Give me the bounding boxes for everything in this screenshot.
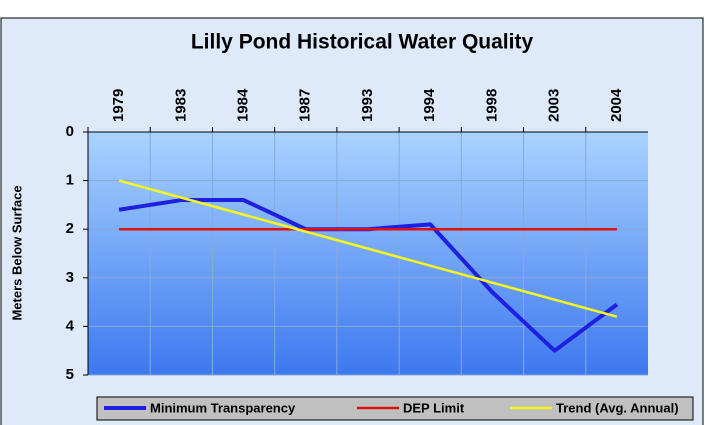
legend-label: Minimum Transparency (150, 400, 296, 415)
y-tick-label: 4 (66, 317, 75, 334)
legend-label: Trend (Avg. Annual) (556, 400, 679, 415)
y-tick-label: 1 (66, 172, 74, 189)
x-tick-label: 1984 (235, 88, 252, 122)
chart-title: Lilly Pond Historical Water Quality (191, 31, 534, 54)
y-tick-label: 0 (66, 123, 74, 140)
y-tick-label: 2 (66, 220, 74, 237)
x-tick-label: 2004 (608, 88, 625, 122)
y-tick-label: 3 (66, 269, 74, 286)
x-tick-label: 1993 (359, 89, 376, 122)
x-tick-label: 1987 (297, 89, 314, 122)
x-tick-label: 2003 (546, 89, 563, 122)
x-tick-label: 1983 (172, 89, 189, 122)
legend-label: DEP Limit (403, 400, 465, 415)
x-tick-label: 1998 (483, 89, 500, 122)
y-axis-label: Meters Below Surface (9, 185, 24, 320)
y-tick-label: 5 (66, 366, 74, 383)
series-line (118, 179, 618, 318)
x-tick-label: 1994 (421, 88, 438, 122)
x-tick-label: 1979 (110, 89, 127, 122)
plot-area (88, 132, 648, 375)
